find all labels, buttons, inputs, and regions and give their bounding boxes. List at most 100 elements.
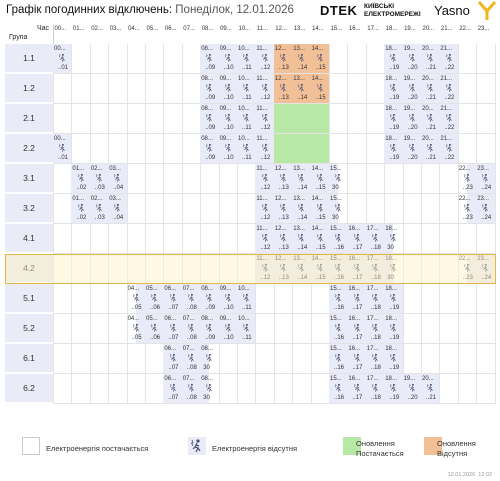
kyiv-line-1: КИЇВСЬКІ (364, 3, 395, 10)
power-off-icon (316, 173, 323, 182)
power-off-icon (261, 173, 268, 182)
grid-vline (71, 44, 73, 404)
cell-time-label: ..18 (370, 305, 381, 311)
cell-time-label: ..16 (334, 395, 345, 401)
schedule-row: 01... ..04 02... 03... ..02 ..03 11... 30 12... 1… (53, 194, 495, 223)
cell-time-label: 30 (203, 395, 210, 401)
grid-hline (53, 133, 495, 134)
cell-time-label: 13... (293, 46, 305, 52)
cell-time-label: 09... (219, 136, 232, 142)
cell-time-label: 08... (201, 286, 213, 292)
cell-time-label: ..23 (462, 185, 473, 191)
power-off-icon (390, 293, 397, 302)
cell-time-label: 16... (348, 226, 361, 232)
cell-time-label: 18... (385, 106, 397, 112)
power-off-icon (151, 293, 157, 302)
cell-time-label: ..17 (352, 335, 363, 341)
grid-vline (421, 44, 422, 404)
cell-time-label: 09... (219, 286, 232, 292)
cell-time-label: ..01 (58, 65, 69, 71)
cell-time-label: 14... (311, 46, 324, 52)
cell-time-label: 12... (274, 76, 287, 82)
cell-time-label: 11... (256, 256, 268, 262)
cell-time-label: 08... (201, 76, 213, 82)
power-off-icon (279, 263, 286, 272)
power-off-icon (390, 383, 397, 392)
power-off-icon (371, 263, 378, 272)
hour-header-label: 13... (293, 26, 306, 32)
cell-time-label: ..12 (260, 185, 271, 191)
hour-header-label: 16... (348, 26, 361, 32)
page-header: Графік погодинних відключень: Понеділок,… (0, 0, 500, 22)
power-off-icon (298, 173, 305, 182)
cell-time-label: ..14 (297, 185, 308, 191)
power-off-icon (224, 53, 231, 62)
grid-vline (457, 44, 459, 404)
outage-cell (135, 314, 256, 343)
power-off-icon (59, 143, 65, 152)
power-off-icon (243, 323, 249, 332)
group-label-5-2: 5.2 (5, 314, 53, 344)
power-off-icon (114, 203, 121, 212)
group-label-3-2: 3.2 (5, 194, 53, 224)
cell-time-label: ..15 (315, 65, 326, 71)
power-off-icon (353, 233, 360, 242)
cell-time-label: ..17 (352, 305, 363, 311)
cell-time-label: ..24 (481, 185, 492, 191)
schedule-row: 11... 30 12... 13... 14... 15... 16... 17... 18.… (53, 224, 495, 253)
cell-time-label: ..15 (315, 215, 326, 221)
power-off-icon (390, 113, 397, 122)
cell-time-label: 20... (422, 76, 434, 82)
cell-time-label: ..12 (260, 65, 271, 71)
hour-header-label: 06... (164, 26, 177, 32)
cell-time-label: 07... (182, 346, 195, 352)
cell-time-label: 15... (330, 196, 342, 202)
cell-time-label: 04... (127, 286, 140, 292)
cell-time-label: ..09 (205, 125, 216, 131)
hour-header-label: 22... (459, 26, 471, 32)
cell-time-label: ..16 (334, 245, 345, 251)
cell-time-label: ..12 (260, 245, 271, 251)
grid-hline (53, 313, 495, 314)
power-off-icon (316, 233, 323, 242)
cell-time-label: 09... (219, 46, 232, 52)
cell-time-label: ..18 (370, 395, 381, 401)
hour-header-label: 18... (385, 26, 398, 32)
outage-cell (135, 284, 256, 313)
cell-time-label: ..19 (389, 395, 400, 401)
power-off-icon (261, 203, 268, 212)
hour-header-label: 02... (91, 26, 103, 32)
hour-header-label: 11... (256, 26, 269, 32)
hour-header-label: 01... (72, 26, 85, 32)
power-off-icon (279, 53, 286, 62)
power-off-icon (169, 293, 176, 302)
cell-time-label: 15... (330, 286, 342, 292)
cell-time-label: ..15 (315, 245, 326, 251)
grid-hline (53, 73, 495, 74)
cell-time-label: 22... (458, 256, 471, 262)
cell-time-label: 19... (403, 76, 416, 82)
cell-time-label: ..22 (444, 65, 455, 71)
cell-time-label: 11... (256, 106, 268, 112)
power-off-icon (316, 83, 323, 92)
cell-time-label: 14... (311, 226, 324, 232)
grid-vline (163, 44, 165, 404)
hour-header-label: 03... (109, 26, 122, 32)
legend-update-on-label-2: Постачається (356, 449, 404, 458)
power-off-icon (445, 113, 452, 122)
cell-time-label: ..13 (278, 275, 289, 281)
legend-power-on-swatch (22, 437, 40, 455)
power-off-icon (187, 353, 194, 362)
schedule-row: 06... 30 07... 08... ..07 ..08 15... ..21 16... 1… (53, 374, 495, 403)
cell-time-label: 16... (348, 286, 361, 292)
power-off-icon (151, 323, 157, 332)
outage-cell (329, 344, 403, 373)
cell-time-label: ..20 (407, 95, 418, 101)
cell-time-label: ..11 (242, 125, 252, 131)
outage-cell (467, 194, 495, 223)
power-off-icon (335, 233, 341, 242)
cell-time-label: 09... (219, 106, 232, 112)
power-off-icon (390, 53, 397, 62)
cell-time-label: 30 (332, 215, 339, 221)
power-off-icon (390, 233, 397, 242)
